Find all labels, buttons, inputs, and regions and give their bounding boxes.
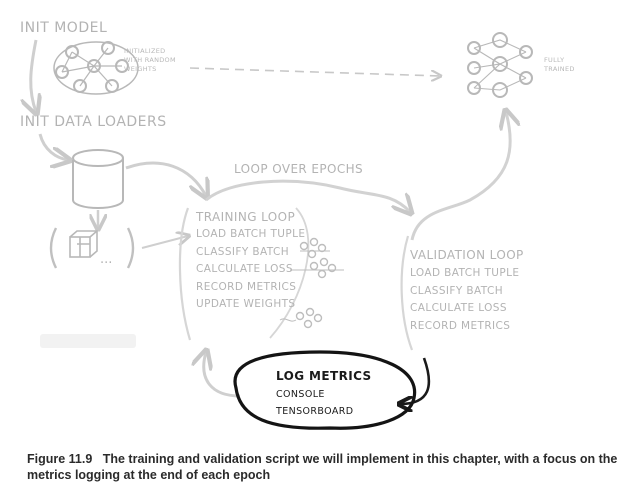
training-loop-title: TRAINING LOOP	[196, 210, 296, 224]
note-line: TRAINED	[544, 65, 575, 73]
validation-loop-steps: LOAD BATCH TUPLE CLASSIFY BATCH CALCULAT…	[410, 265, 519, 335]
dashed-arrow	[189, 67, 440, 76]
training-loop-steps: LOAD BATCH TUPLE CLASSIFY BATCH CALCULAT…	[196, 226, 305, 314]
figure-caption: Figure 11.9 The training and validation …	[27, 451, 627, 483]
log-metrics-outline	[233, 350, 417, 430]
diagram-artwork	[0, 32, 533, 430]
trained-network-icon	[467, 32, 533, 98]
batch-cube-icon	[69, 230, 98, 258]
validation-step: CALCULATE LOSS	[410, 302, 507, 314]
untrained-network-icon	[53, 41, 139, 95]
log-metrics-item: TENSORBOARD	[276, 406, 354, 417]
log-metrics-title: LOG METRICS	[276, 369, 372, 383]
fully-trained-note: FULLY TRAINED	[544, 56, 575, 74]
training-step: CLASSIFY BATCH	[196, 245, 290, 258]
validation-step: LOAD BATCH TUPLE	[410, 267, 520, 279]
init-data-loaders-label: INIT DATA LOADERS	[20, 114, 167, 130]
mini-network-icon	[279, 237, 344, 329]
validation-loop-title: VALIDATION LOOP	[410, 248, 524, 262]
training-step: UPDATE WEIGHTS	[196, 298, 296, 310]
validation-step: RECORD METRICS	[410, 319, 511, 332]
note-line: WITH RANDOM	[124, 56, 176, 64]
caption-label: Figure 11.9	[27, 452, 93, 466]
note-line: WEIGHTS	[124, 65, 157, 73]
training-step: CALCULATE LOSS	[196, 263, 293, 275]
validation-step: CLASSIFY BATCH	[410, 284, 504, 297]
dataset-icon	[72, 149, 124, 209]
log-metrics-items: CONSOLE TENSORBOARD	[276, 386, 354, 420]
init-model-label: INIT MODEL	[20, 20, 108, 36]
smudge-decoration	[40, 334, 136, 348]
tuple-ellipsis: ...	[100, 252, 113, 267]
training-step: RECORD METRICS	[196, 280, 297, 293]
note-line: INITIALIZED	[124, 47, 166, 55]
init-model-note: INITIALIZED WITH RANDOM WEIGHTS	[124, 47, 176, 74]
log-metrics-item: CONSOLE	[276, 389, 325, 400]
note-line: FULLY	[544, 56, 565, 64]
caption-text: The training and validation script we wi…	[27, 452, 618, 482]
training-step: LOAD BATCH TUPLE	[196, 228, 306, 240]
loop-over-epochs-label: LOOP OVER EPOCHS	[234, 162, 364, 176]
